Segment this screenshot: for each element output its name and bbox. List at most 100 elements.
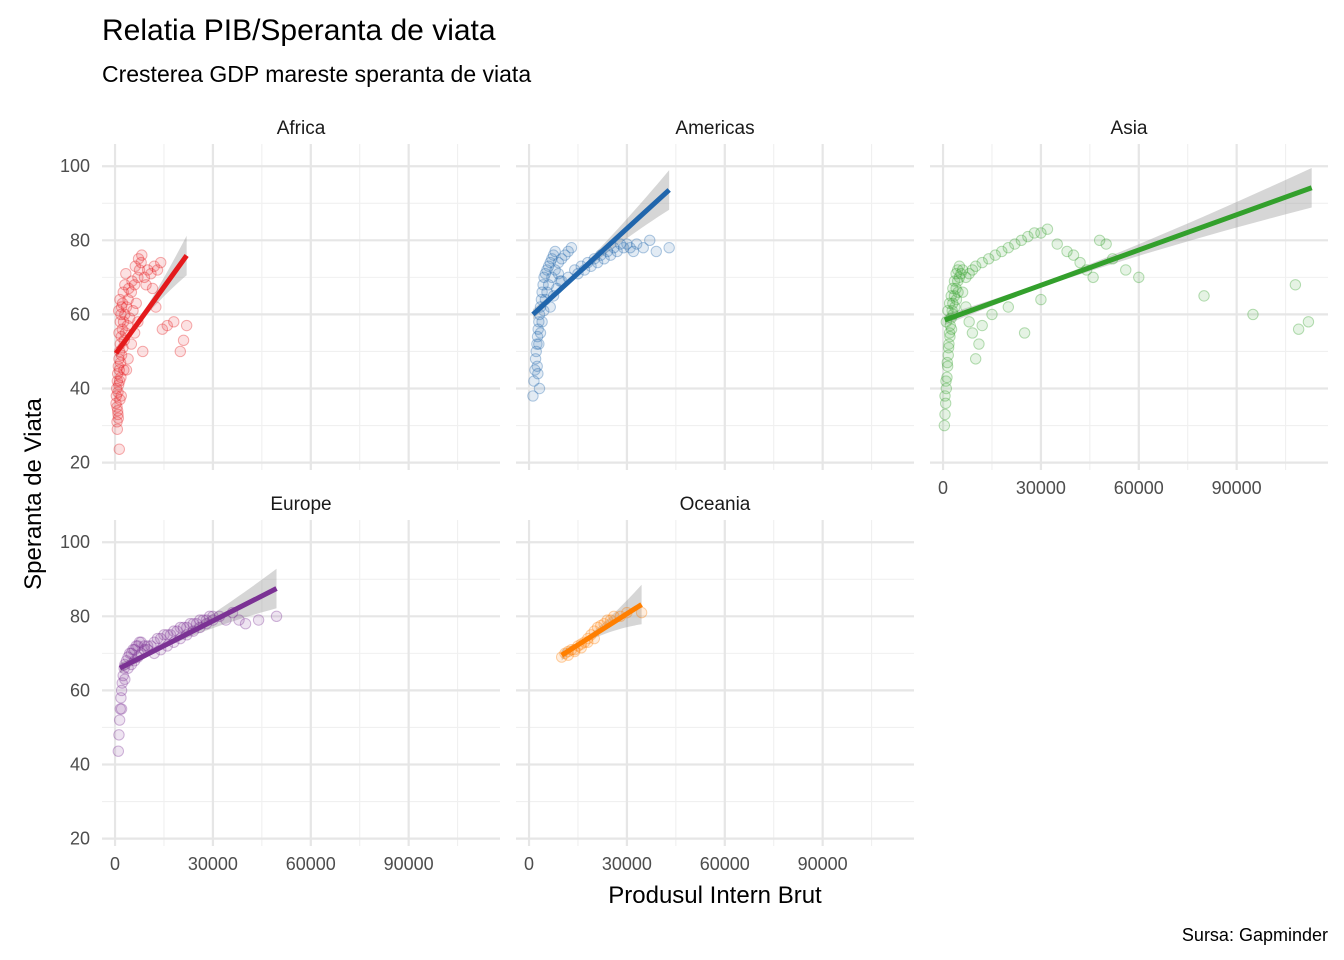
data-point (552, 267, 565, 280)
data-point (1074, 256, 1086, 269)
data-point (554, 275, 566, 287)
data-point (939, 397, 952, 410)
data-point (111, 401, 123, 413)
data-point (140, 279, 152, 291)
data-point (146, 282, 159, 295)
data-point (113, 327, 125, 339)
x-tick-label: 90000 (798, 854, 848, 874)
data-point (963, 267, 975, 280)
data-point (1133, 271, 1145, 284)
data-point (952, 286, 964, 298)
data-point (132, 253, 145, 265)
data-point (145, 267, 157, 280)
data-point (527, 390, 539, 402)
data-point (184, 618, 196, 630)
data-point (966, 327, 979, 339)
data-point (562, 245, 574, 258)
data-point (110, 397, 122, 410)
data-point (114, 356, 127, 369)
data-point (110, 382, 123, 395)
data-point (138, 640, 151, 652)
data-point (614, 238, 627, 250)
data-point (942, 305, 954, 317)
data-point (943, 297, 956, 309)
x-tick-label: 0 (938, 478, 948, 498)
data-point (531, 330, 544, 343)
data-point (542, 279, 555, 291)
data-point (549, 264, 561, 276)
data-point (115, 692, 127, 704)
data-point (116, 297, 129, 309)
data-point (125, 286, 138, 298)
data-point (944, 330, 956, 343)
data-point (137, 345, 149, 358)
data-point (948, 275, 961, 287)
data-point (945, 323, 958, 335)
data-point (114, 316, 126, 328)
data-point (113, 364, 125, 376)
data-point (1035, 227, 1047, 239)
data-point (111, 423, 124, 435)
data-point (539, 267, 552, 280)
chart-title: Relatia PIB/Speranta de viata (102, 14, 496, 47)
data-point (151, 632, 164, 645)
data-point (114, 393, 126, 406)
trend-line (114, 254, 189, 355)
chart-subtitle: Cresterea GDP mareste speranta de viata (102, 61, 531, 87)
data-point (1198, 290, 1210, 302)
data-point (531, 338, 543, 350)
y-tick-label: 100 (60, 532, 90, 552)
data-point (1100, 238, 1112, 250)
data-point (156, 323, 169, 335)
data-point (947, 282, 959, 295)
data-point (969, 260, 982, 272)
data-point (122, 353, 134, 365)
data-point (1022, 230, 1034, 243)
data-point (953, 260, 966, 272)
data-point (121, 319, 134, 332)
y-tick-label: 20 (70, 829, 90, 849)
data-point (174, 345, 186, 358)
data-point (110, 390, 123, 402)
data-point (644, 234, 656, 247)
data-point (950, 282, 962, 295)
data-point (119, 308, 131, 321)
data-point (111, 367, 124, 380)
data-point (532, 367, 544, 380)
data-point (1009, 238, 1021, 250)
data-point (117, 316, 130, 328)
panel-oceania: Oceania 0 30000 60000 90000 (516, 494, 914, 874)
data-point (956, 286, 969, 298)
x-tick-label: 90000 (384, 854, 434, 874)
data-point (650, 245, 662, 258)
data-point (953, 271, 966, 284)
data-point (124, 647, 136, 660)
data-point (996, 245, 1008, 258)
strip-label: Oceania (680, 494, 751, 515)
y-tick-label: 40 (70, 755, 90, 775)
strip-label: Americas (675, 118, 754, 139)
data-point (534, 327, 547, 339)
y-tick-label: 80 (70, 606, 90, 626)
data-point (598, 253, 610, 265)
y-tick-label: 60 (70, 680, 90, 700)
data-point (533, 382, 546, 395)
data-point (115, 390, 127, 402)
data-point (960, 271, 972, 284)
data-point (239, 618, 252, 630)
data-point (1067, 249, 1080, 261)
y-tick-label: 40 (70, 379, 90, 399)
data-point (177, 621, 190, 634)
x-tick-label: 30000 (602, 854, 652, 874)
data-point (148, 636, 160, 648)
data-point (942, 342, 955, 354)
data-point (1002, 301, 1014, 313)
data-point (949, 301, 961, 313)
data-point (938, 419, 951, 432)
y-tick-label: 60 (70, 304, 90, 324)
data-point (151, 264, 164, 276)
data-point (943, 327, 956, 339)
x-tick-label: 90000 (1212, 478, 1262, 498)
data-point (541, 286, 553, 298)
